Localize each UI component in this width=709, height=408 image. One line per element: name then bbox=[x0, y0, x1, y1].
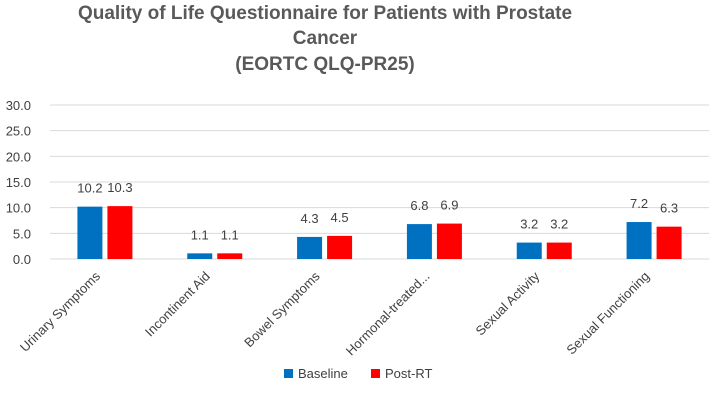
bar-post-rt bbox=[217, 253, 243, 259]
y-tick-label: 25.0 bbox=[6, 124, 31, 139]
data-label: 7.2 bbox=[630, 196, 648, 211]
chart-title-line-3: (EORTC QLQ-PR25) bbox=[235, 54, 414, 75]
bar-post-rt bbox=[546, 242, 572, 259]
x-tick-label: Hormonal-treated... bbox=[343, 269, 433, 359]
data-label: 3.2 bbox=[550, 217, 568, 232]
data-label: 6.3 bbox=[660, 201, 678, 216]
data-label: 3.2 bbox=[520, 217, 538, 232]
bar-baseline bbox=[187, 253, 213, 259]
chart-title-line-1: Quality of Life Questionnaire for Patien… bbox=[78, 3, 572, 24]
data-label: 4.5 bbox=[331, 210, 349, 225]
data-label: 6.9 bbox=[440, 198, 458, 213]
chart-title: Quality of Life Questionnaire for Patien… bbox=[78, 3, 572, 75]
x-tick-label: Sexual Activity bbox=[472, 268, 542, 338]
bar-baseline bbox=[297, 236, 323, 259]
bars bbox=[77, 206, 682, 259]
bar-post-rt bbox=[436, 223, 462, 259]
data-label: 1.1 bbox=[191, 227, 209, 242]
y-tick-label: 15.0 bbox=[6, 175, 31, 190]
x-axis: Urinary Symptoms Incontinent Aid Bowel Sym… bbox=[17, 268, 652, 358]
bar-baseline bbox=[77, 206, 103, 259]
data-label: 1.1 bbox=[221, 227, 239, 242]
data-label: 4.3 bbox=[301, 211, 319, 226]
legend-label-baseline: Baseline bbox=[298, 366, 348, 381]
x-tick-label: Sexual Functioning bbox=[563, 269, 652, 358]
bar-post-rt bbox=[327, 235, 353, 259]
chart-title-line-2: Cancer bbox=[293, 28, 358, 49]
legend: Baseline Post-RT bbox=[284, 366, 432, 381]
legend-label-post-rt: Post-RT bbox=[385, 366, 432, 381]
bar-baseline bbox=[516, 242, 542, 259]
data-label: 10.2 bbox=[77, 181, 102, 196]
data-labels: 10.2 10.3 1.1 1.1 4.3 4.5 6.8 6.9 3.2 3.2 7.2 6.3 bbox=[77, 180, 678, 242]
bar-post-rt bbox=[107, 206, 133, 259]
legend-swatch-baseline bbox=[284, 369, 293, 378]
y-axis: 0.0 5.0 10.0 15.0 20.0 25.0 30.0 bbox=[6, 98, 31, 267]
bar-baseline bbox=[406, 224, 432, 259]
x-tick-label: Bowel Symptoms bbox=[241, 268, 323, 350]
data-label: 10.3 bbox=[107, 180, 132, 195]
legend-swatch-post-rt bbox=[371, 369, 380, 378]
y-tick-label: 0.0 bbox=[13, 252, 31, 267]
bar-baseline bbox=[626, 222, 652, 259]
data-label: 6.8 bbox=[410, 198, 428, 213]
x-tick-label: Urinary Symptoms bbox=[17, 268, 104, 355]
y-tick-label: 10.0 bbox=[6, 201, 31, 216]
gridlines bbox=[50, 104, 709, 260]
x-tick-label: Incontinent Aid bbox=[142, 269, 213, 340]
y-tick-label: 30.0 bbox=[6, 98, 31, 113]
bar-post-rt bbox=[656, 226, 682, 259]
y-tick-label: 20.0 bbox=[6, 149, 31, 164]
y-tick-label: 5.0 bbox=[13, 226, 31, 241]
